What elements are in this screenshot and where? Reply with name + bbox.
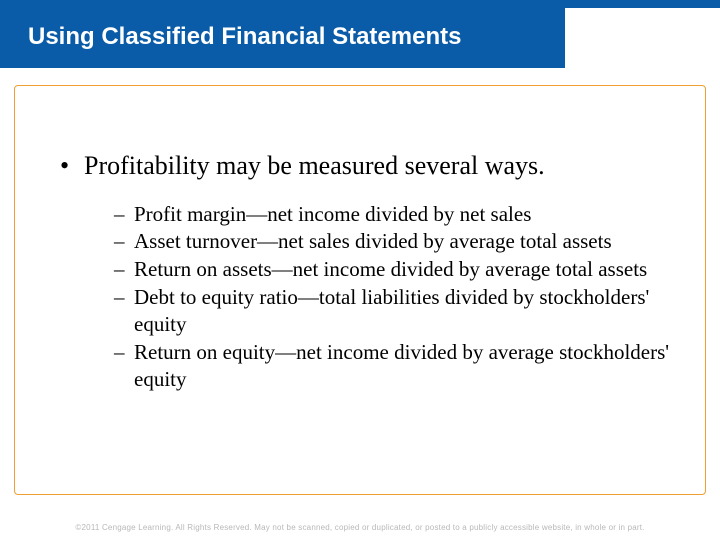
sub-bullet-list: Profit margin—net income divided by net … [60, 201, 680, 393]
sub-bullet: Profit margin—net income divided by net … [114, 201, 680, 228]
sub-bullet: Debt to equity ratio—total liabilities d… [114, 284, 680, 338]
sub-bullet: Return on equity—net income divided by a… [114, 339, 680, 393]
content-area: Profitability may be measured several wa… [60, 150, 680, 394]
sub-bullet: Return on assets—net income divided by a… [114, 256, 680, 283]
copyright-footer: ©2011 Cengage Learning. All Rights Reser… [0, 523, 720, 532]
slide: Using Classified Financial Statements Pr… [0, 0, 720, 540]
sub-bullet: Asset turnover—net sales divided by aver… [114, 228, 680, 255]
slide-title: Using Classified Financial Statements [28, 23, 461, 51]
main-bullet: Profitability may be measured several wa… [60, 150, 680, 183]
title-bar: Using Classified Financial Statements [0, 0, 565, 68]
